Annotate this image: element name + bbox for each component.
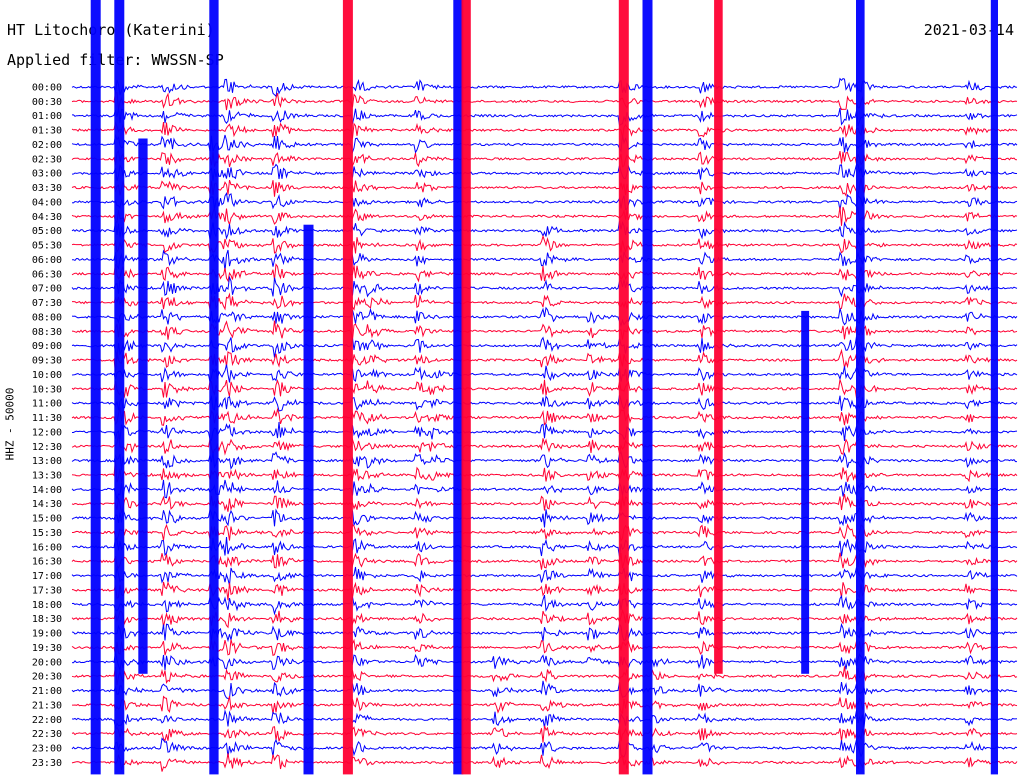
seismic-event-streak <box>990 0 998 775</box>
seismic-event-streak <box>856 0 865 775</box>
row-time-label: 21:30 <box>32 700 62 711</box>
row-time-label: 07:30 <box>32 298 62 309</box>
seismic-event-streak <box>342 0 353 775</box>
row-time-label: 19:30 <box>32 643 62 654</box>
seismic-event-streak <box>618 0 629 775</box>
row-time-label: 12:30 <box>32 442 62 453</box>
row-time-label: 07:00 <box>32 284 62 295</box>
row-time-label: 16:30 <box>32 557 62 568</box>
row-time-label: 23:00 <box>32 744 62 755</box>
row-time-label: 14:30 <box>32 499 62 510</box>
seismic-event-streak <box>209 0 219 775</box>
row-time-label: 06:00 <box>32 255 62 266</box>
seismic-event-streak <box>461 0 471 775</box>
row-time-label: 01:30 <box>32 126 62 137</box>
seismic-event-streak <box>90 0 101 775</box>
row-time-label: 15:00 <box>32 514 62 525</box>
row-time-label: 20:30 <box>32 672 62 683</box>
row-time-label: 20:00 <box>32 657 62 668</box>
row-time-label: 03:00 <box>32 169 62 180</box>
row-time-label: 17:00 <box>32 571 62 582</box>
row-time-label: 23:30 <box>32 758 62 769</box>
row-time-label: 10:30 <box>32 384 62 395</box>
row-time-label: 05:00 <box>32 226 62 237</box>
row-time-label: 12:00 <box>32 427 62 438</box>
row-time-label: 13:00 <box>32 456 62 467</box>
row-time-label: 16:00 <box>32 542 62 553</box>
row-time-label: 00:00 <box>32 83 62 94</box>
row-time-label: 13:30 <box>32 470 62 481</box>
row-time-label: 21:00 <box>32 686 62 697</box>
row-time-label: 02:00 <box>32 140 62 151</box>
row-time-label: 22:00 <box>32 715 62 726</box>
row-time-label: 11:00 <box>32 399 62 410</box>
row-time-label: 04:00 <box>32 197 62 208</box>
seismic-event-streak <box>138 138 148 674</box>
row-time-label: 02:30 <box>32 154 62 165</box>
row-time-label: 17:30 <box>32 585 62 596</box>
row-time-label: 15:30 <box>32 528 62 539</box>
seismic-event-streak <box>114 0 125 775</box>
seismic-event-streak <box>303 224 314 775</box>
row-time-label: 04:30 <box>32 212 62 223</box>
row-time-label: 18:30 <box>32 614 62 625</box>
seismic-event-streak <box>801 310 810 674</box>
seismic-event-streak <box>453 0 464 775</box>
row-time-label: 14:00 <box>32 485 62 496</box>
seismic-event-streak <box>714 0 723 674</box>
row-time-label: 08:00 <box>32 312 62 323</box>
row-time-label: 10:00 <box>32 370 62 381</box>
row-time-label: 11:30 <box>32 413 62 424</box>
station-title: HT Litochoro (Katerini) <box>7 21 215 39</box>
row-time-label: 09:00 <box>32 341 62 352</box>
row-time-label: 19:00 <box>32 629 62 640</box>
seismic-event-streak <box>642 0 653 775</box>
row-time-label: 00:30 <box>32 97 62 108</box>
row-time-label: 18:00 <box>32 600 62 611</box>
row-time-label: 06:30 <box>32 269 62 280</box>
row-time-label: 05:30 <box>32 241 62 252</box>
row-time-label: 03:30 <box>32 183 62 194</box>
row-time-label: 22:30 <box>32 729 62 740</box>
row-time-label: 09:30 <box>32 356 62 367</box>
row-time-label: 08:30 <box>32 327 62 338</box>
row-time-label: 01:00 <box>32 111 62 122</box>
